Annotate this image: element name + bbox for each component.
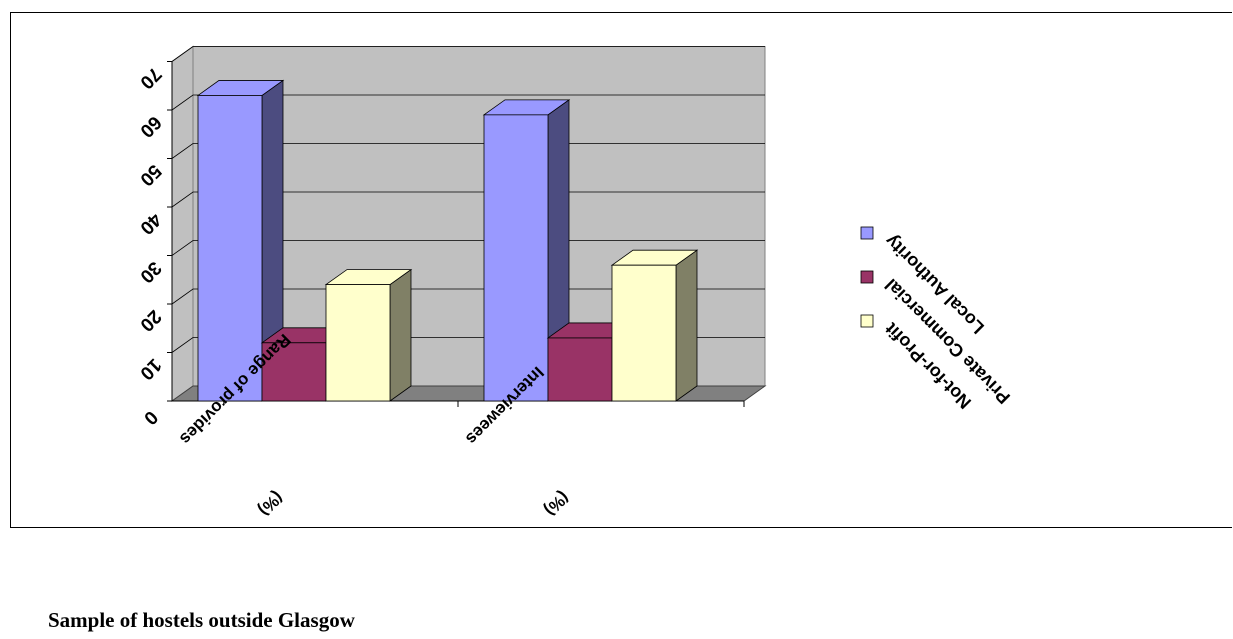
y-tick-label: 60 bbox=[135, 111, 165, 141]
bar-front-face bbox=[325, 284, 391, 402]
gridline bbox=[171, 191, 765, 208]
y-tick-label: 40 bbox=[135, 208, 165, 238]
y-tick-label: 70 bbox=[135, 63, 165, 93]
bar-front-face bbox=[197, 95, 263, 402]
bar-1-category-2 bbox=[482, 99, 571, 402]
x-category-label-unit: (%) bbox=[255, 488, 287, 520]
bar-3-category-2 bbox=[610, 249, 699, 402]
bar-front-face bbox=[547, 337, 613, 402]
y-tick-label: 10 bbox=[135, 354, 165, 384]
bar-3-category-1 bbox=[324, 268, 413, 402]
y-tick-label: 30 bbox=[135, 257, 165, 287]
gridline bbox=[171, 240, 765, 256]
bar-side-face bbox=[675, 249, 698, 402]
bar-front-face bbox=[261, 342, 327, 402]
gridline bbox=[171, 143, 765, 159]
y-tick-label: 50 bbox=[135, 160, 165, 190]
bar-front-face bbox=[611, 264, 677, 402]
x-category-label-unit: (%) bbox=[541, 488, 573, 520]
y-tick-label: 20 bbox=[135, 305, 165, 335]
bar-1-category-1 bbox=[196, 79, 285, 402]
chart-frame: 0 10 20 30 40 50 60 70 Range of provides (%) Inter… bbox=[10, 12, 1232, 528]
gridline bbox=[171, 46, 765, 62]
chart-caption: Sample of hostels outside Glasgow bbox=[48, 608, 355, 632]
gridline bbox=[171, 288, 765, 305]
legend-swatch-3 bbox=[860, 314, 874, 328]
bar-side-face bbox=[389, 268, 412, 402]
legend-swatch-2 bbox=[860, 270, 874, 284]
gridline bbox=[171, 94, 765, 111]
chart-side-wall bbox=[171, 45, 194, 402]
bar-front-face bbox=[483, 114, 549, 402]
y-tick-label: 0 bbox=[139, 406, 161, 428]
legend-swatch-1 bbox=[860, 226, 874, 240]
